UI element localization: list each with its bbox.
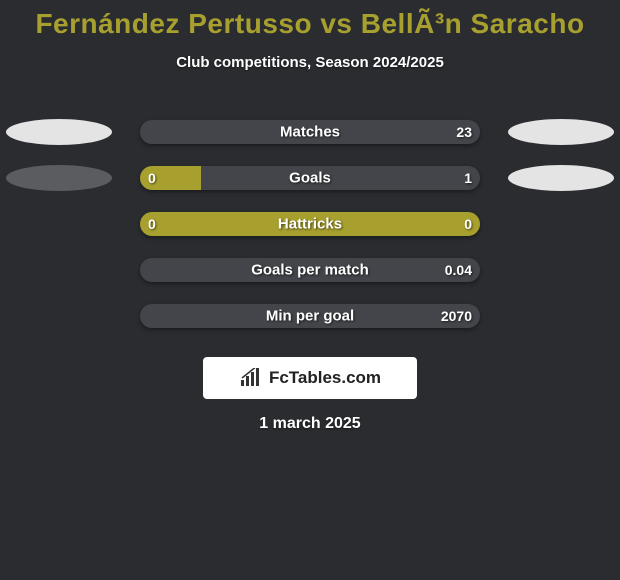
stat-bar-right — [140, 258, 480, 282]
page-title: Fernández Pertusso vs BellÃ³n Saracho — [0, 0, 620, 40]
source-logo: FcTables.com — [203, 357, 417, 399]
stat-value-left: 0 — [148, 170, 156, 186]
player-avatar-right — [508, 165, 614, 191]
stat-value-right: 1 — [464, 170, 472, 186]
stat-row: Goals01 — [0, 155, 620, 201]
stat-bar-left — [140, 212, 480, 236]
stat-value-right: 0.04 — [445, 262, 472, 278]
stat-value-right: 0 — [464, 216, 472, 232]
stat-row: Hattricks00 — [0, 201, 620, 247]
chart-icon — [239, 368, 263, 388]
stat-row: Goals per match0.04 — [0, 247, 620, 293]
stat-value-right: 23 — [456, 124, 472, 140]
player-avatar-left — [6, 165, 112, 191]
comparison-infographic: Fernández Pertusso vs BellÃ³n Saracho Cl… — [0, 0, 620, 580]
stat-bar: Min per goal2070 — [140, 304, 480, 328]
stat-bar: Goals01 — [140, 166, 480, 190]
snapshot-date: 1 march 2025 — [0, 415, 620, 433]
stat-bar-right — [201, 166, 480, 190]
stat-bar: Matches23 — [140, 120, 480, 144]
stat-bar: Hattricks00 — [140, 212, 480, 236]
stat-row: Min per goal2070 — [0, 293, 620, 339]
stat-rows: Matches23Goals01Hattricks00Goals per mat… — [0, 109, 620, 339]
stat-bar: Goals per match0.04 — [140, 258, 480, 282]
stat-row: Matches23 — [0, 109, 620, 155]
player-avatar-left — [6, 119, 112, 145]
stat-value-right: 2070 — [441, 308, 472, 324]
stat-bar-right — [140, 120, 480, 144]
stat-bar-right — [140, 304, 480, 328]
player-avatar-right — [508, 119, 614, 145]
logo-text: FcTables.com — [269, 368, 381, 388]
stat-value-left: 0 — [148, 216, 156, 232]
page-subtitle: Club competitions, Season 2024/2025 — [0, 54, 620, 71]
